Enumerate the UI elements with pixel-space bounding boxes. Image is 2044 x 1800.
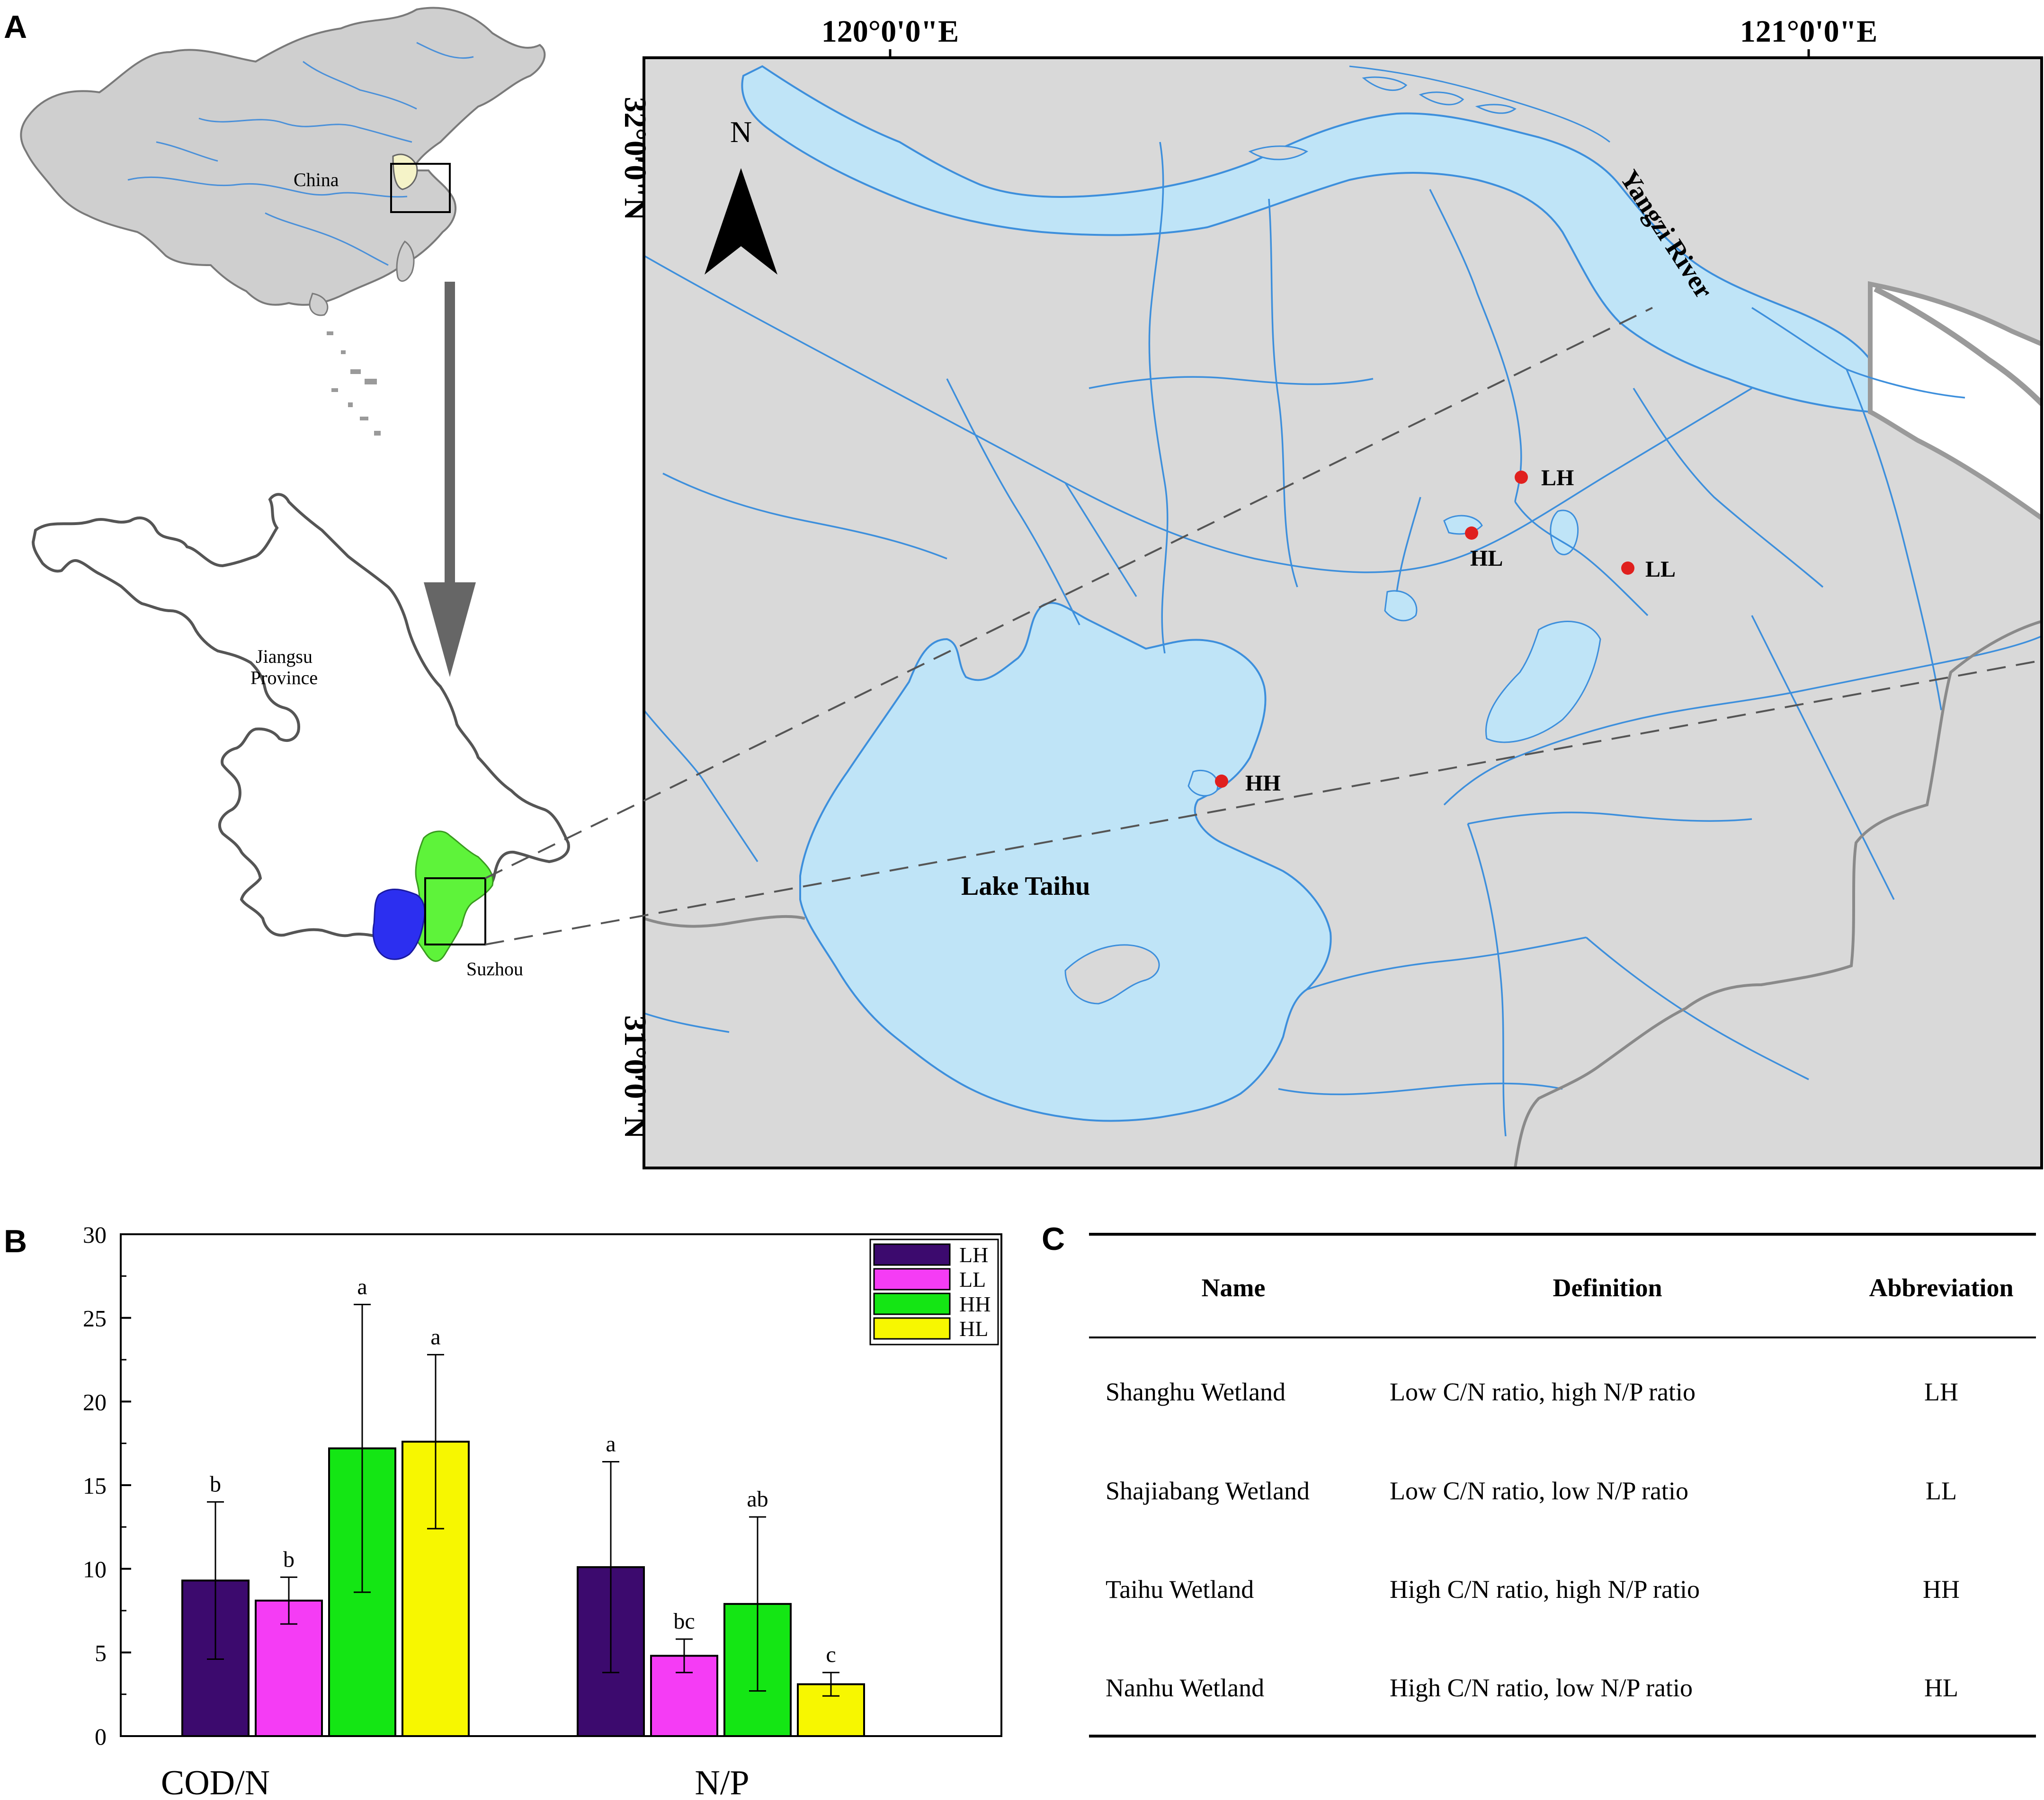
legend-swatch-ll [873, 1268, 951, 1291]
province-label-line2: Province [250, 667, 318, 688]
suzhou-inset-box [424, 877, 486, 945]
table-row-3-name: Taihu Wetland [1106, 1575, 1254, 1604]
table-header-definition: Definition [1553, 1274, 1662, 1302]
province-label-line1: Jiangsu [256, 646, 312, 667]
lake-taihu-label: Lake Taihu [961, 872, 1090, 901]
taihu-inset-lake [372, 888, 426, 960]
down-arrow [424, 282, 476, 677]
inset-connector-lines [485, 307, 2042, 945]
map-frame [643, 56, 2043, 1169]
significance-letter-ll-0: b [283, 1547, 295, 1572]
legend-swatch-hh [873, 1292, 951, 1315]
site-ll-label: LL [1645, 557, 1676, 582]
y-tick-label-0: 0 [95, 1723, 107, 1750]
category-label-cod-n: COD/N [161, 1764, 270, 1800]
site-hl: HL [1465, 526, 1503, 571]
lake-island [1064, 944, 1160, 1005]
legend-label-hl: HL [959, 1317, 988, 1341]
china-inset-map: China [20, 7, 546, 436]
significance-letter-hl-1: c [826, 1642, 836, 1667]
table-header-name: Name [1202, 1274, 1266, 1302]
table-row-4-abbreviation: HL [1924, 1674, 1958, 1702]
y-tick-label-25: 25 [83, 1305, 107, 1332]
table-row-1-definition: Low C/N ratio, high N/P ratio [1390, 1378, 1696, 1406]
table-header-abbreviation: Abbreviation [1869, 1274, 2013, 1302]
latitude-label-32: 32°0'0"N [618, 97, 652, 220]
detail-map: 120°0'0"E 121°0'0"E 32°0'0"N 31°0'0"N N … [618, 14, 2043, 1169]
significance-letter-lh-0: b [210, 1471, 221, 1497]
legend-swatch-lh [873, 1243, 951, 1266]
eastern-lakes [1485, 621, 1601, 743]
significance-letter-hl-0: a [430, 1324, 440, 1349]
site-hh-label: HH [1245, 771, 1281, 796]
table-row-4-name: Nanhu Wetland [1106, 1674, 1264, 1702]
definitions-table: Name Definition Abbreviation Shanghu Wet… [1089, 1233, 2036, 1738]
panel-label-a: A [4, 9, 27, 45]
table-row-2-definition: Low C/N ratio, low N/P ratio [1390, 1477, 1688, 1505]
hainan-island [309, 293, 329, 316]
china-landmass [20, 7, 546, 306]
border-lines [644, 620, 2042, 1168]
china-rivers [127, 42, 474, 266]
significance-letter-hh-0: a [357, 1274, 367, 1299]
river-islands [1248, 76, 1517, 160]
y-tick-label-30: 30 [83, 1221, 107, 1248]
category-label-n-p: N/P [695, 1764, 749, 1800]
estuary-land [1868, 281, 2042, 521]
longitude-label-120: 120°0'0"E [821, 14, 959, 49]
site-lh-label: LH [1541, 465, 1574, 490]
suzhou-label: Suzhou [466, 958, 523, 980]
legend-label-lh: LH [959, 1243, 988, 1267]
china-label: China [294, 169, 339, 190]
site-hh: HH [1215, 771, 1281, 796]
site-hl-label: HL [1470, 546, 1503, 571]
table-row-3-abbreviation: HH [1923, 1575, 1960, 1604]
y-tick-label-20: 20 [83, 1389, 107, 1415]
map-land-background [644, 58, 2042, 1168]
table-row-2-name: Shajiabang Wetland [1106, 1477, 1310, 1505]
panel-label-b: B [4, 1223, 27, 1259]
significance-letter-lh-1: a [606, 1432, 616, 1457]
table-row-1-name: Shanghu Wetland [1106, 1378, 1285, 1406]
chart-plot-frame [120, 1233, 1002, 1737]
site-ll: LL [1621, 557, 1676, 582]
lake-taihu [799, 602, 1332, 1122]
y-tick-label-5: 5 [95, 1640, 107, 1666]
legend-label-ll: LL [959, 1267, 986, 1292]
significance-letter-hh-1: ab [747, 1487, 768, 1512]
table-row-2-abbreviation: LL [1926, 1477, 1957, 1505]
significance-letter-ll-1: bc [673, 1609, 695, 1634]
coordinate-ticks [635, 49, 1810, 1078]
north-label: N [730, 115, 752, 149]
y-tick-label-10: 10 [83, 1556, 107, 1583]
jiangsu-map: Jiangsu Province Suzhou [31, 493, 570, 980]
site-lh: LH [1515, 465, 1574, 490]
y-tick-label-15: 15 [83, 1472, 107, 1499]
table-row-3-definition: High C/N ratio, high N/P ratio [1390, 1575, 1700, 1604]
legend-label-hh: HH [959, 1292, 991, 1316]
yangzi-river [741, 65, 1871, 413]
legend-swatch-hl [873, 1317, 951, 1340]
river-network [644, 142, 2042, 1137]
table-row-4-definition: High C/N ratio, low N/P ratio [1390, 1674, 1693, 1702]
china-inset-box [390, 163, 451, 213]
taiwan-island [396, 240, 415, 282]
north-arrow: N [705, 115, 777, 275]
y-axis: 0 5 10 15 20 25 30 [83, 1221, 131, 1750]
table-row-1-abbreviation: LH [1924, 1378, 1958, 1406]
longitude-label-121: 121°0'0"E [1740, 14, 1877, 49]
panel-label-c: C [1042, 1221, 1065, 1257]
latitude-label-31: 31°0'0"N [618, 1015, 652, 1139]
south-china-sea-islands [327, 331, 381, 436]
